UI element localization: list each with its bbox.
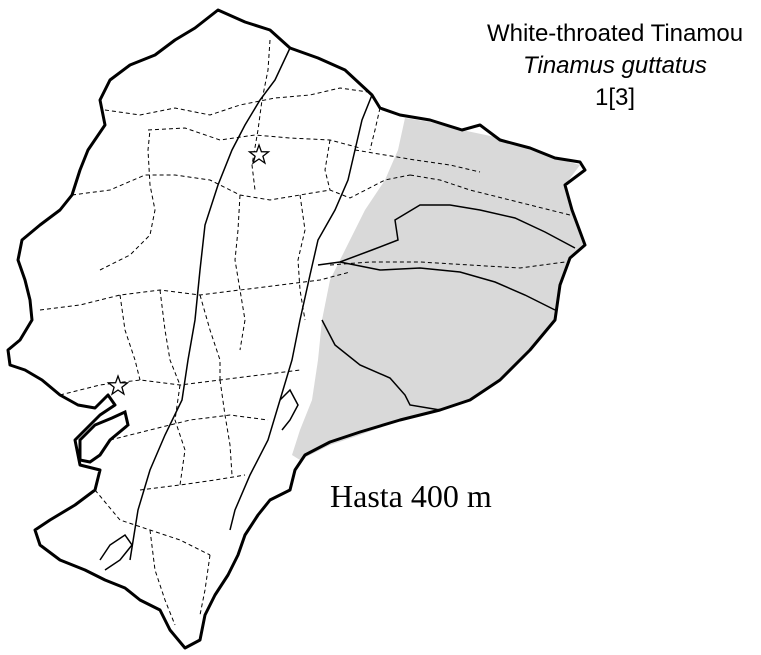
country-outline (6, 8, 587, 650)
star-icon (106, 374, 130, 396)
rivers (99, 47, 576, 571)
species-code: 1[3] (594, 84, 636, 111)
scientific-name: Tinamus guttatus (523, 52, 707, 79)
gulf-inlet (78, 409, 130, 464)
range-area (292, 118, 585, 460)
star-icon (247, 143, 271, 165)
elevation-label: Hasta 400 m (330, 478, 492, 514)
common-name: White-throated Tinamou (486, 20, 744, 47)
species-title-block: White-throated Tinamou Tinamus guttatus … (405, 18, 761, 114)
province-borders (39, 39, 571, 626)
